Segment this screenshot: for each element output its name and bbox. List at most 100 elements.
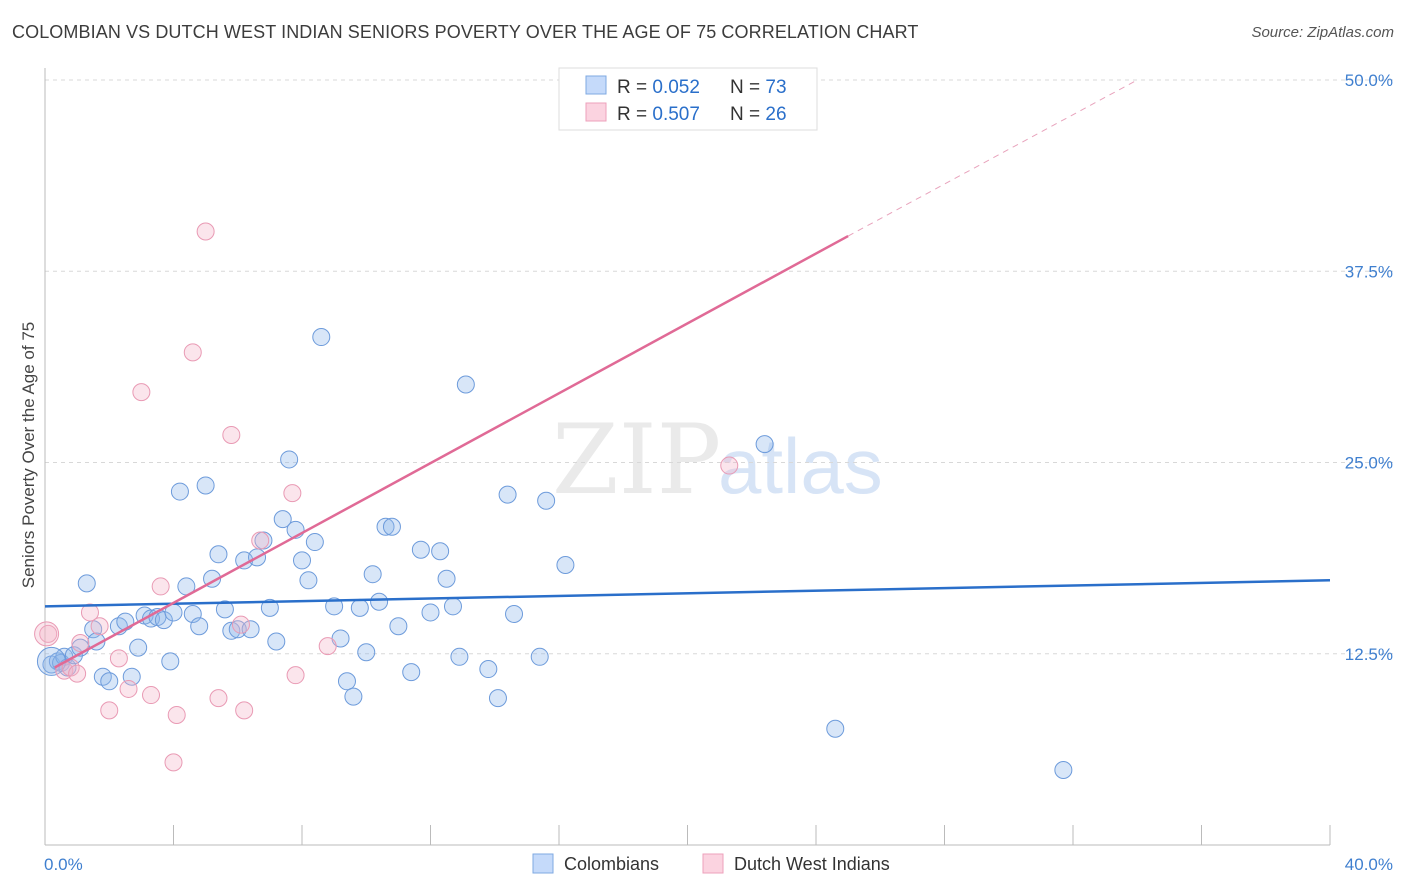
colombians-point-66	[498, 485, 517, 504]
colombians-point-44	[312, 328, 331, 347]
x-tick-label-min: 0.0%	[44, 855, 83, 874]
dutch-west-indians-point-16	[196, 222, 215, 241]
colombians-point-55	[389, 617, 408, 636]
colombians-point-72	[826, 719, 845, 738]
dutch-west-indians-point-6	[90, 617, 109, 636]
colombians-point-73	[1054, 761, 1073, 780]
colombians-point-20	[161, 652, 180, 671]
y-tick-label-2: 37.5%	[1345, 262, 1393, 281]
stats-r-value-1: 0.052	[652, 77, 700, 98]
colombians-point-62	[450, 647, 469, 666]
watermark-zip: ZIP	[552, 404, 721, 516]
colombians-point-25	[190, 617, 209, 636]
dutch-west-indians-point-18	[222, 425, 241, 444]
dutch-west-indians-point-15	[183, 343, 202, 362]
colombians-point-68	[530, 647, 549, 666]
colombians-point-53	[376, 517, 395, 536]
svg-text:N = 26: N = 26	[730, 104, 787, 125]
colombians-point-37	[267, 632, 286, 651]
colombians-point-39	[280, 450, 299, 469]
legend-label-dutch-west-indians: Dutch West Indians	[734, 854, 890, 874]
svg-text:R = 0.052: R = 0.052	[617, 77, 700, 98]
colombians-point-69	[537, 491, 556, 510]
y-tick-label-1: 25.0%	[1345, 454, 1393, 473]
colombians-point-59	[431, 542, 450, 561]
dutch-west-indians-point-25	[720, 456, 739, 475]
y-tick-label-0: 12.5%	[1345, 645, 1393, 664]
stats-r-label-2: R =	[617, 104, 652, 125]
y-axis-label: Seniors Poverty Over the Age of 75	[19, 322, 38, 588]
legend-swatch-colombians	[532, 853, 554, 874]
svg-text:N = 73: N = 73	[730, 77, 787, 98]
dutch-west-indians-point-4	[71, 634, 90, 653]
dutch-west-indians-point-5	[80, 603, 99, 622]
colombians-point-49	[350, 598, 369, 617]
dutch-west-indians-point-24	[318, 637, 337, 656]
dutch-west-indians-point-8	[109, 649, 128, 668]
dutch-west-indians-trend-extension	[847, 79, 1138, 237]
colombians-point-52	[370, 592, 389, 611]
colombians-point-7	[77, 574, 96, 593]
colombians-point-26	[196, 476, 215, 495]
colombians-point-47	[337, 672, 356, 691]
colombians-point-56	[402, 663, 421, 682]
dutch-west-indians-point-9	[119, 679, 138, 698]
dutch-west-indians-point-12	[151, 577, 170, 596]
stats-swatch-blue	[585, 75, 607, 95]
axes	[44, 68, 1331, 846]
colombians-point-71	[755, 435, 774, 454]
dutch-west-indians-point-3	[68, 664, 87, 683]
watermark-atlas: atlas	[718, 422, 883, 510]
colombians-point-57	[411, 540, 430, 559]
dutch-west-indians-point-17	[209, 689, 228, 708]
x-tick-label-max: 40.0%	[1345, 855, 1393, 874]
colombians-point-38	[273, 510, 292, 529]
colombians-point-43	[305, 533, 324, 552]
colombians-point-19	[154, 611, 173, 630]
trend-lines	[44, 79, 1331, 669]
stats-n-value-1: 73	[765, 77, 786, 98]
colombians-point-41	[293, 551, 311, 570]
colombians-point-30	[222, 621, 241, 640]
y-tick-label-3: 50.0%	[1345, 71, 1393, 90]
colombians-point-50	[357, 643, 376, 662]
legend-swatch-dutch-west-indians	[702, 853, 724, 874]
colombians-point-61	[443, 597, 462, 616]
colombians-point-64	[479, 660, 498, 679]
dutch-west-indians-trend-line	[54, 234, 849, 669]
legend-label-colombians: Colombians	[564, 854, 659, 874]
colombians-trend-line	[44, 579, 1331, 608]
colombians-point-48	[344, 687, 363, 706]
stats-swatch-pink	[585, 102, 607, 122]
dutch-west-indians-point-20	[235, 701, 254, 720]
stats-legend: R = 0.052 N = 73 R = 0.507 N = 26	[558, 67, 818, 131]
dutch-west-indians-point-23	[286, 666, 305, 685]
colombians-point-60	[437, 569, 456, 588]
svg-text:R = 0.507: R = 0.507	[617, 104, 700, 125]
dutch-west-indians-point-21	[251, 531, 270, 550]
colombians-point-65	[488, 689, 507, 708]
dutch-west-indians-point-10	[132, 383, 151, 402]
colombians-point-45	[325, 597, 344, 616]
dutch-west-indians-point-13	[164, 753, 183, 772]
dutch-west-indians-points	[34, 222, 739, 772]
dutch-west-indians-point-22	[283, 484, 302, 503]
colombians-point-70	[556, 556, 575, 575]
colombians-point-42	[299, 571, 318, 590]
source-label: Source: ZipAtlas.com	[1251, 24, 1394, 41]
stats-r-value-2: 0.507	[652, 104, 700, 125]
colombians-point-22	[170, 482, 189, 501]
dutch-west-indians-point-0	[39, 624, 58, 643]
colombians-point-33	[241, 620, 260, 639]
colombians-point-51	[363, 565, 382, 584]
series-legend: Colombians Dutch West Indians	[532, 853, 890, 874]
colombians-point-54	[382, 517, 401, 536]
dutch-west-indians-point-cluster	[34, 621, 60, 647]
stats-n-label-1: N =	[730, 77, 765, 98]
chart-title: COLOMBIAN VS DUTCH WEST INDIAN SENIORS P…	[12, 22, 919, 42]
stats-r-label-1: R =	[617, 77, 652, 98]
colombians-point-63	[456, 375, 475, 394]
colombians-point-11	[100, 672, 119, 691]
colombians-point-10	[93, 667, 112, 686]
